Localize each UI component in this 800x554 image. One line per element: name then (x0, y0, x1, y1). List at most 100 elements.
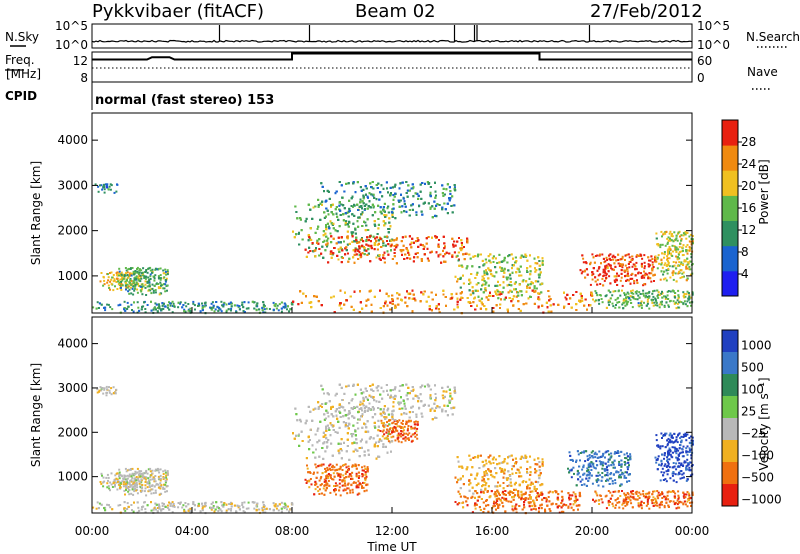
range-time-cell (342, 204, 345, 207)
range-time-cell (436, 203, 439, 206)
range-time-cell (152, 289, 155, 292)
range-time-cell (589, 263, 592, 266)
noise-left-tick-bottom: 10^0 (55, 38, 88, 52)
range-time-cell (182, 304, 185, 306)
range-time-cell (572, 294, 575, 296)
range-time-cell (500, 298, 502, 301)
range-time-cell (97, 185, 100, 188)
range-time-cell (123, 274, 126, 277)
range-time-cell (487, 267, 490, 270)
range-time-cell (115, 281, 118, 283)
range-time-cell (149, 273, 152, 276)
range-time-cell (513, 282, 516, 285)
range-time-cell (393, 248, 396, 251)
range-time-cell (378, 242, 380, 245)
range-time-cell (310, 306, 313, 309)
range-time-cell (321, 203, 323, 206)
range-time-cell (457, 278, 460, 281)
range-time-cell (127, 290, 130, 293)
range-time-cell (547, 290, 550, 292)
range-time-cell (466, 265, 469, 268)
range-time-cell (582, 257, 585, 260)
range-time-cell (634, 274, 637, 277)
range-time-cell (467, 301, 470, 304)
range-time-cell (365, 203, 368, 206)
range-time-cell (514, 288, 517, 291)
range-time-cell (612, 254, 615, 257)
range-time-cell (140, 272, 143, 275)
range-time-cell (335, 190, 338, 193)
range-time-cell (325, 228, 328, 231)
range-time-cell (533, 290, 536, 293)
range-time-cell (144, 280, 147, 283)
range-time-cell (179, 301, 182, 304)
range-time-cell (343, 303, 346, 306)
range-time-cell (470, 273, 472, 275)
range-time-cell (361, 244, 364, 247)
range-time-cell (422, 293, 425, 296)
range-time-cell (596, 278, 599, 281)
range-time-cell (327, 213, 330, 216)
range-time-cell (414, 252, 417, 255)
range-time-cell (132, 273, 135, 276)
range-time-cell (483, 305, 486, 307)
range-time-cell (689, 248, 692, 250)
range-time-cell (368, 290, 371, 293)
range-time-cell (438, 204, 441, 206)
range-time-cell (210, 308, 213, 311)
range-time-cell (423, 245, 426, 248)
range-time-cell (315, 247, 317, 250)
nave-label: Nave (747, 65, 778, 79)
range-time-cell (605, 273, 608, 276)
range-time-cell (449, 297, 452, 300)
range-time-cell (411, 237, 414, 240)
range-time-cell (126, 274, 129, 276)
range-time-cell (385, 181, 388, 184)
range-time-cell (335, 242, 338, 245)
range-time-cell (503, 271, 506, 274)
range-time-cell (137, 285, 140, 287)
range-time-cell (626, 267, 629, 270)
range-time-cell (393, 185, 396, 188)
range-time-cell (495, 271, 498, 274)
range-time-cell (361, 200, 364, 203)
range-time-cell (668, 232, 671, 235)
range-time-cell (339, 209, 342, 212)
range-time-cell (340, 261, 343, 264)
range-time-cell (331, 253, 334, 256)
range-time-cell (517, 300, 520, 303)
range-time-cell (151, 287, 154, 290)
range-time-cell (411, 310, 414, 313)
range-time-cell (503, 256, 506, 259)
range-time-cell (494, 257, 497, 260)
range-time-cell (366, 254, 369, 256)
range-time-cell (437, 245, 440, 248)
range-time-cell (332, 295, 335, 298)
range-time-cell (601, 277, 604, 280)
range-time-cell (603, 270, 606, 273)
range-time-cell (144, 283, 147, 286)
range-time-cell (354, 228, 357, 231)
range-time-cell (157, 287, 160, 290)
range-time-cell (519, 265, 522, 268)
range-time-cell (472, 255, 475, 258)
range-time-cell (387, 205, 390, 208)
range-time-cell (317, 198, 320, 201)
range-time-cell (454, 244, 457, 247)
range-time-cell (134, 271, 137, 274)
range-time-cell (124, 284, 127, 287)
range-time-cell (127, 268, 130, 271)
range-time-cell (429, 251, 432, 254)
range-time-cell (537, 280, 540, 283)
range-time-cell (650, 280, 653, 283)
range-time-cell (372, 205, 375, 208)
range-time-cell (123, 300, 126, 303)
range-time-cell (415, 211, 418, 214)
range-time-cell (319, 202, 322, 205)
range-time-cell (628, 260, 631, 263)
range-time-cell (507, 255, 509, 258)
range-time-cell (411, 289, 414, 292)
range-time-cell (621, 263, 624, 266)
range-time-cell (479, 307, 482, 310)
range-time-cell (97, 307, 100, 309)
